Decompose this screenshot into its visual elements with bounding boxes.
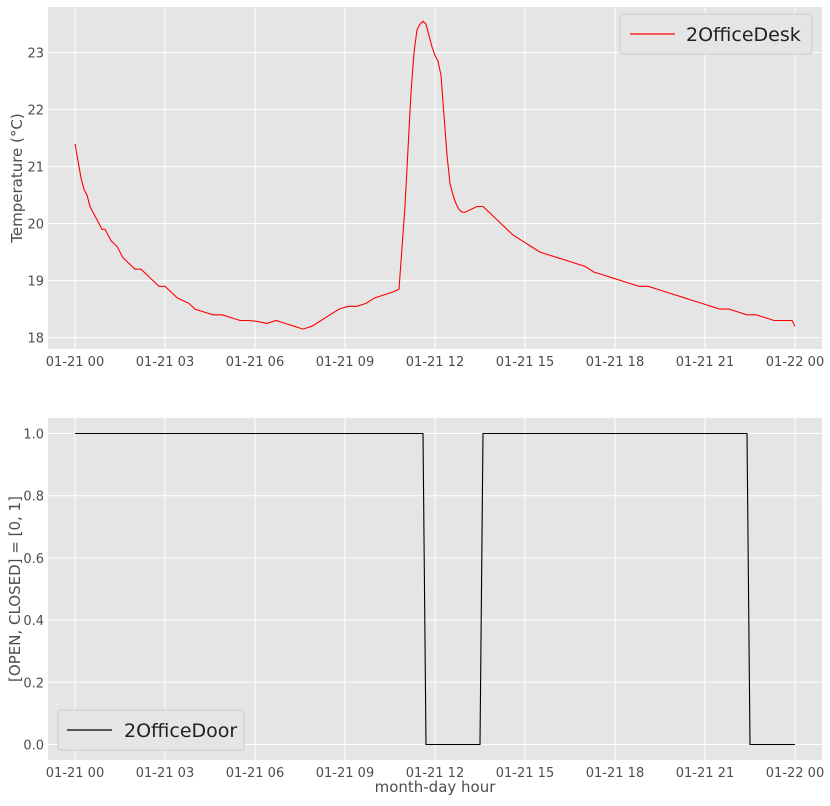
legend-box-door xyxy=(57,709,245,751)
series-line-2officedoor xyxy=(75,432,795,746)
y-tick-label: 0.4 xyxy=(23,614,44,629)
x-axis-label-door: month-day hour xyxy=(375,778,497,796)
x-tick-label: 01-21 00 xyxy=(46,355,104,370)
x-tick-label: 01-21 03 xyxy=(136,766,194,781)
x-tick-label: 01-22 00 xyxy=(766,766,824,781)
legend-label-2officedoor: 2OfficeDoor xyxy=(124,720,237,742)
x-tick-label: 01-21 18 xyxy=(586,766,644,781)
x-tick-label: 01-21 15 xyxy=(496,355,554,370)
y-tick-label: 22 xyxy=(27,104,44,119)
y-tick-label: 0.6 xyxy=(23,552,44,567)
y-tick-label: 19 xyxy=(27,275,44,290)
x-tick-label: 01-21 00 xyxy=(46,766,104,781)
x-tick-label: 01-21 21 xyxy=(676,355,734,370)
series-line-2officedesk xyxy=(74,20,796,330)
legend-label-2officedesk: 2OfficeDesk xyxy=(686,24,801,46)
y-ticks-temperature: 18 19 20 21 22 23 xyxy=(27,47,44,347)
x-ticks-door: 01-21 00 01-21 03 01-21 06 01-21 09 01-21 12… xyxy=(46,766,824,781)
chart-temperature: 01-21 00 01-21 03 01-21 06 01-21 09 01-21 12… xyxy=(8,7,824,370)
y-tick-label: 0.8 xyxy=(23,490,44,505)
y-tick-label: 0.2 xyxy=(23,676,44,691)
x-tick-label: 01-22 00 xyxy=(766,355,824,370)
y-tick-label: 0.0 xyxy=(23,738,44,753)
x-tick-label: 01-21 12 xyxy=(406,766,464,781)
x-tick-label: 01-21 03 xyxy=(136,355,194,370)
x-tick-label: 01-21 12 xyxy=(406,355,464,370)
y-ticks-door: 0.0 0.2 0.4 0.6 0.8 1.0 xyxy=(23,428,44,754)
x-ticks-temperature: 01-21 00 01-21 03 01-21 06 01-21 09 01-21 12… xyxy=(46,355,824,370)
legend-box-temperature xyxy=(619,13,813,55)
grid-temperature xyxy=(48,7,822,349)
y-tick-label: 18 xyxy=(27,332,44,347)
y-tick-label: 23 xyxy=(27,47,44,62)
y-tick-label: 1.0 xyxy=(23,428,44,443)
x-tick-label: 01-21 06 xyxy=(226,766,284,781)
y-axis-label-door: [OPEN, CLOSED] = [0, 1] xyxy=(6,496,24,682)
x-tick-label: 01-21 15 xyxy=(496,766,554,781)
x-tick-label: 01-21 18 xyxy=(586,355,644,370)
legend-temperature: 2OfficeDesk xyxy=(619,13,813,55)
chart-door: 01-21 00 01-21 03 01-21 06 01-21 09 01-21 12… xyxy=(6,418,824,796)
x-tick-label: 01-21 09 xyxy=(316,355,374,370)
x-tick-label: 01-21 21 xyxy=(676,766,734,781)
y-axis-label-temperature: Temperature (°C) xyxy=(8,113,26,243)
x-tick-label: 01-21 09 xyxy=(316,766,374,781)
legend-door: 2OfficeDoor xyxy=(57,709,245,751)
y-tick-label: 20 xyxy=(27,218,44,233)
y-tick-label: 21 xyxy=(27,161,44,176)
x-tick-label: 01-21 06 xyxy=(226,355,284,370)
